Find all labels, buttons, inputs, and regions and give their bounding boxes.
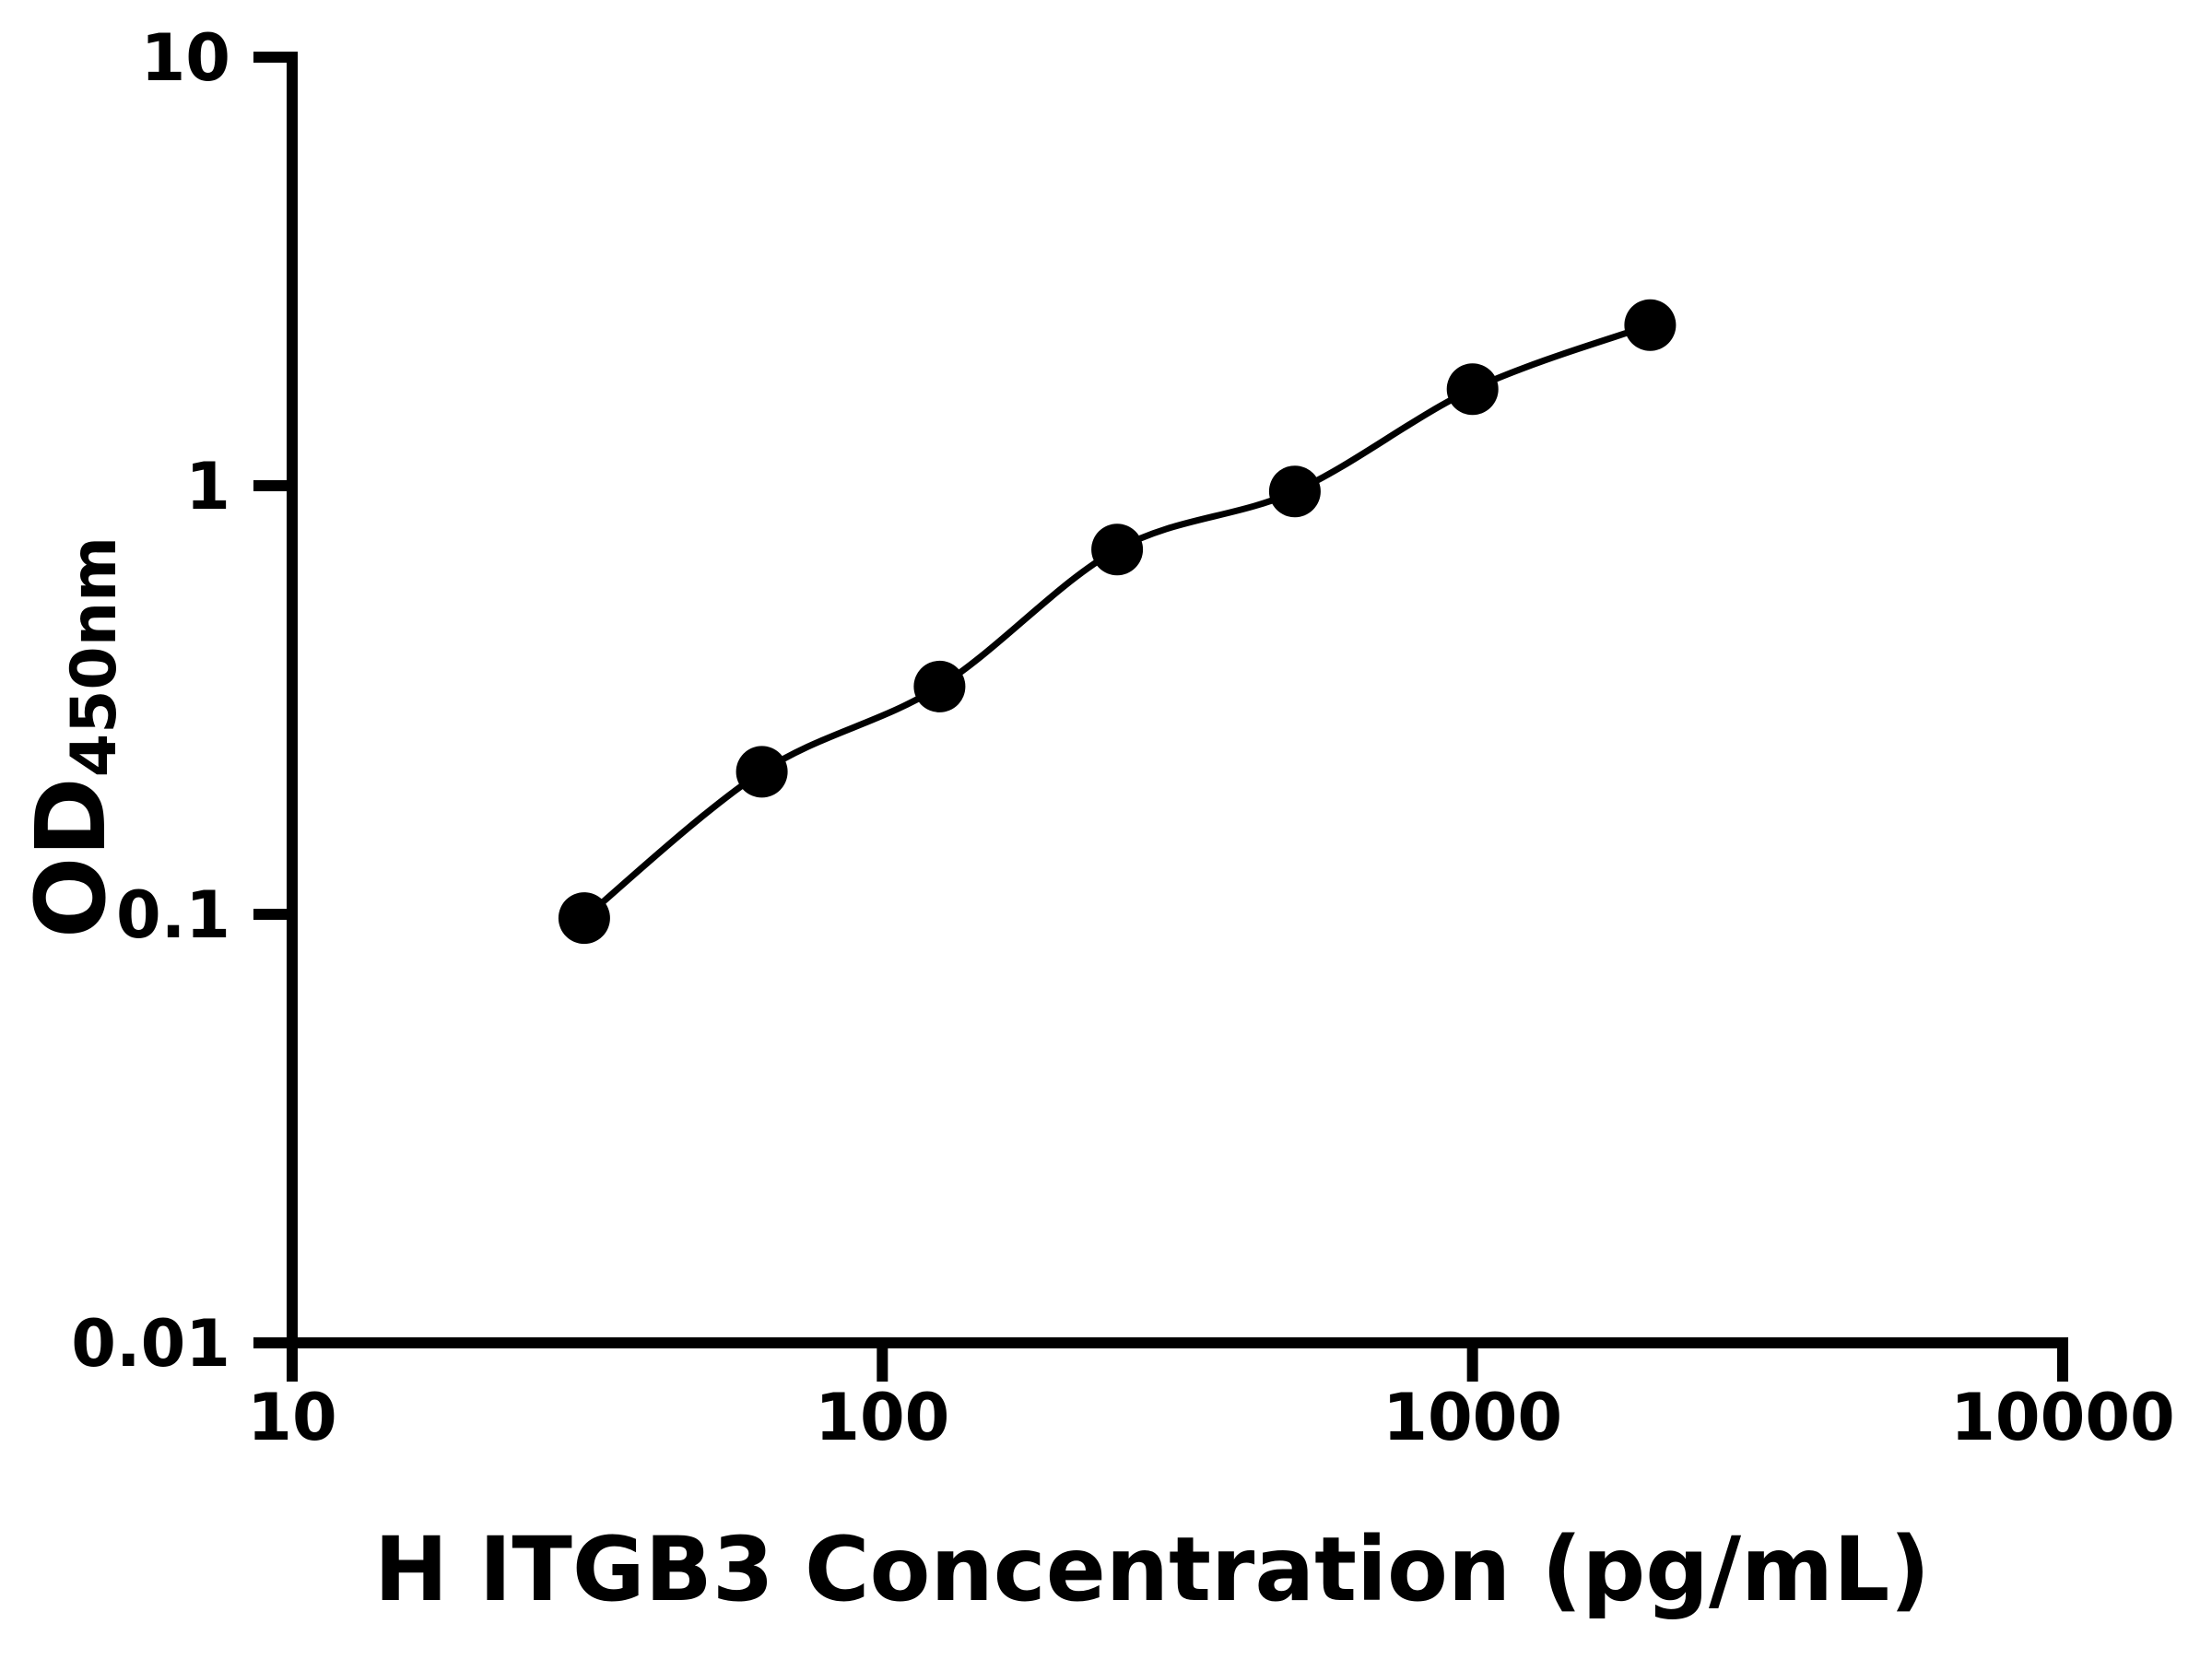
data-point-marker: [1091, 524, 1144, 576]
data-point-marker: [1446, 363, 1499, 416]
y-tick-label: 0.01: [71, 1306, 230, 1382]
data-point-marker: [1624, 299, 1677, 351]
data-point-marker: [1268, 465, 1321, 518]
data-point-marker: [558, 892, 610, 945]
x-tick-label: 100: [815, 1380, 949, 1455]
y-axis-title-sub: 450nm: [58, 536, 131, 777]
axes: 10 100 1000 10000 0.01 0.1 1 10: [71, 20, 2174, 1455]
y-tick-label: 0.1: [116, 877, 230, 953]
y-tick-label: 10: [141, 20, 230, 96]
series: [558, 299, 1677, 945]
data-point-marker: [735, 746, 788, 798]
x-axis-title: H ITGB3 Concentration (pg/mL): [374, 1518, 1930, 1621]
data-point-marker: [913, 660, 966, 712]
y-tick-label: 1: [185, 449, 230, 524]
y-axis-title-main: OD: [15, 777, 127, 938]
x-tick-label: 1000: [1382, 1380, 1562, 1455]
axis-frame: [253, 52, 2068, 1382]
standard-curve-line: [582, 322, 1652, 921]
x-tick-label: 10000: [1950, 1380, 2175, 1455]
x-tick-label: 10: [247, 1380, 336, 1455]
y-axis-title: OD450nm: [15, 536, 131, 938]
